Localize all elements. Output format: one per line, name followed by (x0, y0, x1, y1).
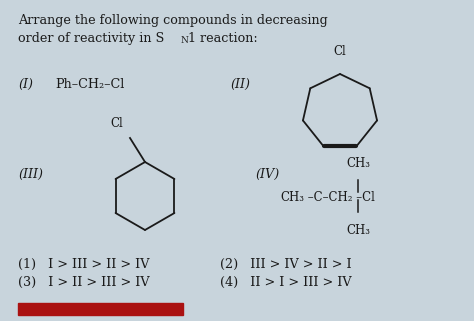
Text: CH₃: CH₃ (346, 224, 370, 237)
Text: (4)   II > I > III > IV: (4) II > I > III > IV (220, 276, 352, 289)
Text: N: N (181, 36, 189, 45)
Text: CH₃: CH₃ (280, 191, 304, 204)
Bar (18, 303, 183, 315)
Text: CH₃: CH₃ (346, 157, 370, 170)
Text: –C–CH₂ –Cl: –C–CH₂ –Cl (304, 191, 375, 204)
Text: Cl: Cl (334, 45, 346, 58)
Text: (III): (III) (18, 168, 43, 181)
Text: Cl: Cl (110, 117, 123, 130)
Text: 1 reaction:: 1 reaction: (188, 32, 258, 45)
Text: Ph–CH₂–Cl: Ph–CH₂–Cl (55, 78, 124, 91)
Text: order of reactivity in S: order of reactivity in S (18, 32, 164, 45)
Text: Arrange the following compounds in decreasing: Arrange the following compounds in decre… (18, 14, 328, 27)
Text: (IV): (IV) (255, 168, 279, 181)
Text: (2)   III > IV > II > I: (2) III > IV > II > I (220, 258, 352, 271)
Text: (II): (II) (230, 78, 250, 91)
Text: (3)   I > II > III > IV: (3) I > II > III > IV (18, 276, 150, 289)
Text: (1)   I > III > II > IV: (1) I > III > II > IV (18, 258, 149, 271)
Text: (I): (I) (18, 78, 33, 91)
